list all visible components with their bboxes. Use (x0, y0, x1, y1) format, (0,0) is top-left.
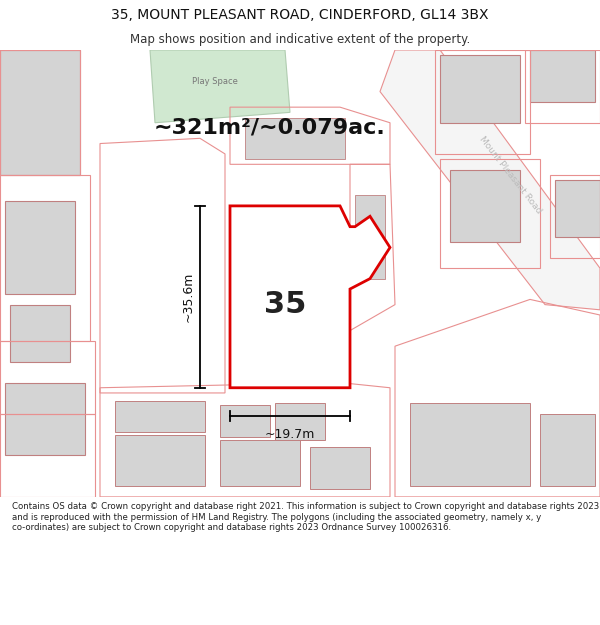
Bar (0, 50, 80, 175)
Bar (245, 118, 345, 159)
Bar (220, 406, 270, 437)
Bar (5, 382, 85, 455)
Bar (555, 180, 600, 237)
Bar (540, 414, 595, 486)
Bar (310, 447, 370, 489)
Bar (530, 50, 595, 102)
Bar (275, 403, 325, 440)
Text: ~321m²/~0.079ac.: ~321m²/~0.079ac. (154, 118, 386, 138)
Text: Contains OS data © Crown copyright and database right 2021. This information is : Contains OS data © Crown copyright and d… (12, 503, 599, 532)
Polygon shape (150, 50, 290, 122)
Bar (220, 440, 300, 486)
Bar (5, 201, 75, 294)
Polygon shape (230, 206, 390, 388)
Bar (440, 55, 520, 123)
Bar (115, 401, 205, 432)
Bar (410, 403, 530, 486)
Text: ~19.7m: ~19.7m (265, 428, 315, 441)
Bar (450, 169, 520, 242)
Text: Mount Pleasant Road: Mount Pleasant Road (477, 134, 543, 215)
Polygon shape (380, 50, 600, 310)
Bar (10, 304, 70, 362)
Text: Map shows position and indicative extent of the property.: Map shows position and indicative extent… (130, 32, 470, 46)
Text: 35, MOUNT PLEASANT ROAD, CINDERFORD, GL14 3BX: 35, MOUNT PLEASANT ROAD, CINDERFORD, GL1… (111, 8, 489, 22)
Bar (115, 434, 205, 486)
Text: Play Space: Play Space (192, 77, 238, 86)
Bar (355, 196, 385, 279)
Text: 35: 35 (264, 290, 306, 319)
Text: ~35.6m: ~35.6m (182, 272, 194, 322)
